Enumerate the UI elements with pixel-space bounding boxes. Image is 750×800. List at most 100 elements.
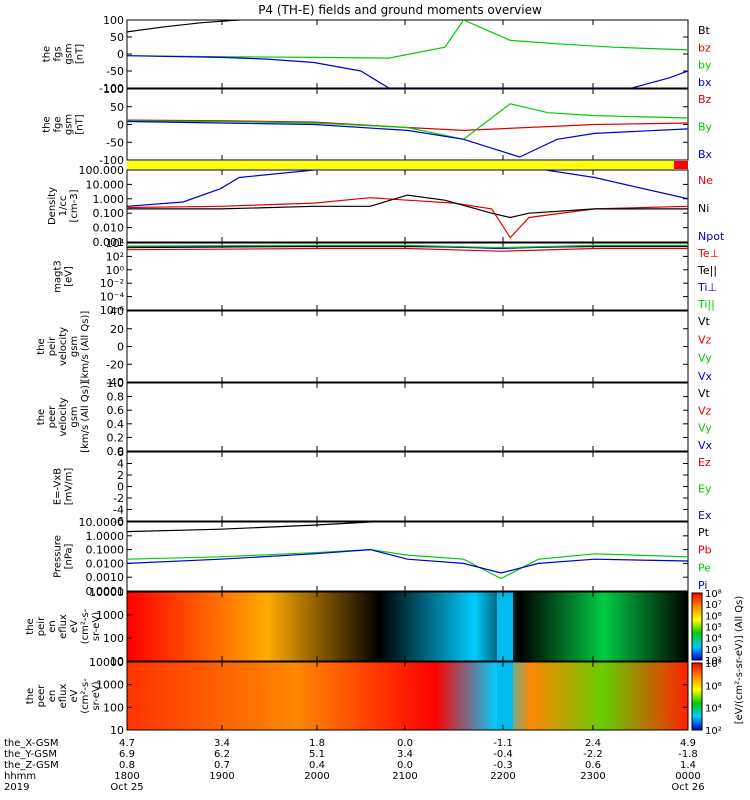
y-tick-label: 0 (117, 341, 124, 354)
y-axis-label-line: Density (47, 187, 58, 225)
legend-Vt: Vt (698, 315, 711, 328)
panel-frame (126, 451, 689, 522)
y-tick-label: 0 (117, 119, 124, 132)
y-tick-label: -20 (106, 358, 124, 371)
colorbar-tick: 10⁷ (705, 600, 722, 611)
y-axis-label-line: gsm (69, 336, 80, 357)
x-row-label: the_Z-GSM (4, 760, 59, 771)
x-row-value: 1.8 (309, 738, 325, 749)
y-axis-label-line: the (25, 618, 36, 634)
y-tick-label: 0.4 (107, 418, 125, 431)
panel-peir_velocity: 40 20 0 -20 -40 thepeirvelocitygsm[km/s (All … (36, 305, 713, 389)
y-tick-label: -40 (106, 376, 124, 389)
y-axis-label: thepeerenefluxeV(cm²-s-sr-eV) (25, 678, 102, 714)
y-tick-label: 1.0000 (86, 530, 125, 543)
colorbar: 10⁸10⁷10⁶10⁵10⁴10³10²10⁸10⁶10⁴10²[eV/(cm… (691, 589, 745, 737)
series-Te|| (127, 245, 688, 249)
y-tick-label: 0.8 (107, 391, 125, 404)
y-axis-label-line: (cm²-s- (80, 678, 91, 714)
y-tick-label: 0 (117, 481, 124, 494)
series-Npot (127, 170, 688, 207)
legend-Pt: Pt (698, 526, 710, 539)
x-row-value: 6.2 (214, 749, 230, 760)
series-Ne (127, 197, 688, 239)
y-tick-label: -50 (106, 136, 124, 149)
legend-Ti||: Ti|| (697, 298, 715, 311)
spectrogram-cyan-column (497, 662, 513, 730)
y-axis-label-line: fge (53, 116, 64, 132)
legend-Vx: Vx (698, 439, 713, 452)
panel-frame (126, 591, 689, 662)
y-tick-label: 40 (110, 305, 124, 318)
y-tick-label: 10⁴ (106, 237, 125, 250)
y-tick-label: 10.000 (86, 178, 125, 191)
y-axis-label-line: [km/s (All Qs)] (80, 311, 91, 383)
x-row-value: 2000 (304, 771, 329, 782)
panel-fgs_gsm: 100 50 0 -50 -100 thefgsgsm[nT] Bt bz by bx (42, 14, 712, 95)
series-Pt (127, 522, 688, 533)
legend-Ne: Ne (698, 174, 713, 187)
colorbar-bottom (691, 662, 703, 731)
y-axis-label-line: sr-eV) (91, 612, 102, 641)
y-axis-label-line: fgs (53, 46, 64, 61)
y-axis-label-line: peer (36, 684, 47, 708)
y-axis-label-line: the (36, 409, 47, 425)
y-tick-label: 100 (103, 632, 124, 645)
y-tick-label: 20 (110, 323, 124, 336)
y-tick-label: 10 (110, 655, 124, 668)
y-tick-label: 100 (103, 701, 124, 714)
legend-Npot: Npot (698, 230, 725, 243)
series-by (127, 20, 688, 59)
y-axis-label-line: the (25, 688, 36, 704)
y-axis-label: thefgsgsm[nT] (42, 43, 86, 64)
y-tick-label: -4 (113, 504, 124, 517)
y-tick-label: 0.001 (93, 236, 125, 249)
x-row-value: -1.1 (493, 738, 513, 749)
y-axis-label-line: the (42, 46, 53, 62)
y-axis-label-line: velocity (58, 327, 69, 366)
y-axis-label: thepeervelocitygsm[km/s (All Qs)] (36, 381, 91, 453)
legend-Ey: Ey (698, 483, 712, 496)
y-axis-label: thepeirvelocitygsm[km/s (All Qs)] (36, 311, 91, 383)
y-axis-label-line: eV (69, 689, 80, 702)
y-tick-label: 4 (117, 458, 124, 471)
y-axis-label-line: E=-VxB (53, 468, 64, 505)
legend-Ex: Ex (698, 509, 712, 522)
x-row-value: 0.6 (585, 760, 601, 771)
y-axis-label-line: (cm²-s- (80, 608, 91, 644)
y-tick-label: 10⁰ (106, 264, 125, 277)
y-tick-label: 10⁻⁶ (100, 304, 125, 317)
y-axis-label-line: eV (69, 620, 80, 633)
y-tick-label: 100.000 (79, 164, 125, 177)
panel-peir_spec: 10000 1000 100 10 thepeirenefluxeV(cm²-s-sr-… (25, 586, 689, 668)
colorbar-tick: 10⁴ (705, 704, 722, 715)
y-tick-label: 0.0001 (86, 585, 125, 598)
y-axis-label-line: [mV/m] (64, 468, 75, 506)
y-axis-label: magt3[eV] (53, 260, 75, 293)
y-tick-label: 0 (117, 48, 124, 61)
x-row-label: hhmm (4, 771, 36, 782)
y-axis-label-line: the (42, 116, 53, 132)
legend-Vt: Vt (698, 387, 711, 400)
legend-Vz: Vz (698, 404, 712, 417)
panel-peer_velocity: 1.00.80.60.40.20.0 thepeervelocitygsm[km/… (36, 377, 713, 458)
colorbar-tick: 10⁴ (705, 634, 722, 645)
x-row-value: 3.4 (397, 749, 413, 760)
series-Bx (127, 120, 688, 158)
x-row-value: 0000 (675, 771, 700, 782)
y-axis-label: E=-VxB[mV/m] (53, 468, 75, 506)
y-tick-label: 0.1000 (86, 544, 125, 557)
x-row-label: the_X-GSM (4, 738, 58, 749)
y-tick-label: 50 (110, 31, 124, 44)
y-tick-label: 10000 (89, 656, 124, 669)
legend-bz: bz (698, 41, 711, 54)
legend-Vz: Vz (698, 333, 712, 346)
y-tick-label: 0.100 (93, 207, 125, 220)
panel-fge_gsm: 100 50 0 -50 -100 thefgegsm[nT] Bz By Bx (42, 83, 713, 167)
series-By (127, 103, 688, 140)
y-tick-label: 1.000 (93, 193, 125, 206)
x-row-value: -0.3 (493, 760, 513, 771)
y-axis-label-line: [eV] (64, 266, 75, 287)
